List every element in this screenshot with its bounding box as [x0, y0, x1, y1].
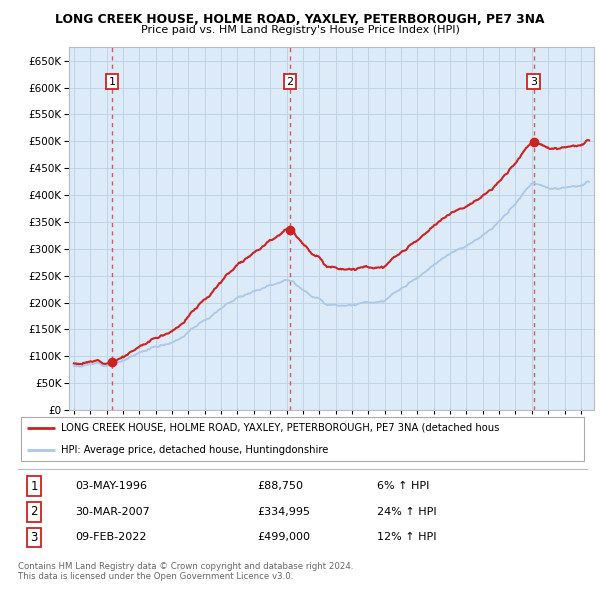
- Text: 6% ↑ HPI: 6% ↑ HPI: [377, 481, 430, 491]
- Text: £499,000: £499,000: [257, 532, 310, 542]
- Text: LONG CREEK HOUSE, HOLME ROAD, YAXLEY, PETERBOROUGH, PE7 3NA: LONG CREEK HOUSE, HOLME ROAD, YAXLEY, PE…: [55, 13, 545, 26]
- Text: 24% ↑ HPI: 24% ↑ HPI: [377, 507, 437, 517]
- Text: 1: 1: [109, 77, 116, 87]
- Text: LONG CREEK HOUSE, HOLME ROAD, YAXLEY, PETERBOROUGH, PE7 3NA (detached hous: LONG CREEK HOUSE, HOLME ROAD, YAXLEY, PE…: [61, 423, 499, 433]
- Text: 2: 2: [287, 77, 293, 87]
- Text: 03-MAY-1996: 03-MAY-1996: [75, 481, 147, 491]
- Text: Price paid vs. HM Land Registry's House Price Index (HPI): Price paid vs. HM Land Registry's House …: [140, 25, 460, 35]
- Text: 1: 1: [30, 480, 38, 493]
- Text: Contains HM Land Registry data © Crown copyright and database right 2024.
This d: Contains HM Land Registry data © Crown c…: [18, 562, 353, 581]
- Text: £334,995: £334,995: [257, 507, 310, 517]
- Text: 30-MAR-2007: 30-MAR-2007: [75, 507, 150, 517]
- Text: 2: 2: [30, 505, 38, 519]
- Text: 3: 3: [30, 531, 38, 544]
- Text: 12% ↑ HPI: 12% ↑ HPI: [377, 532, 437, 542]
- FancyBboxPatch shape: [21, 417, 584, 461]
- Text: 09-FEB-2022: 09-FEB-2022: [75, 532, 146, 542]
- Text: 3: 3: [530, 77, 537, 87]
- Text: £88,750: £88,750: [257, 481, 304, 491]
- Text: HPI: Average price, detached house, Huntingdonshire: HPI: Average price, detached house, Hunt…: [61, 445, 328, 455]
